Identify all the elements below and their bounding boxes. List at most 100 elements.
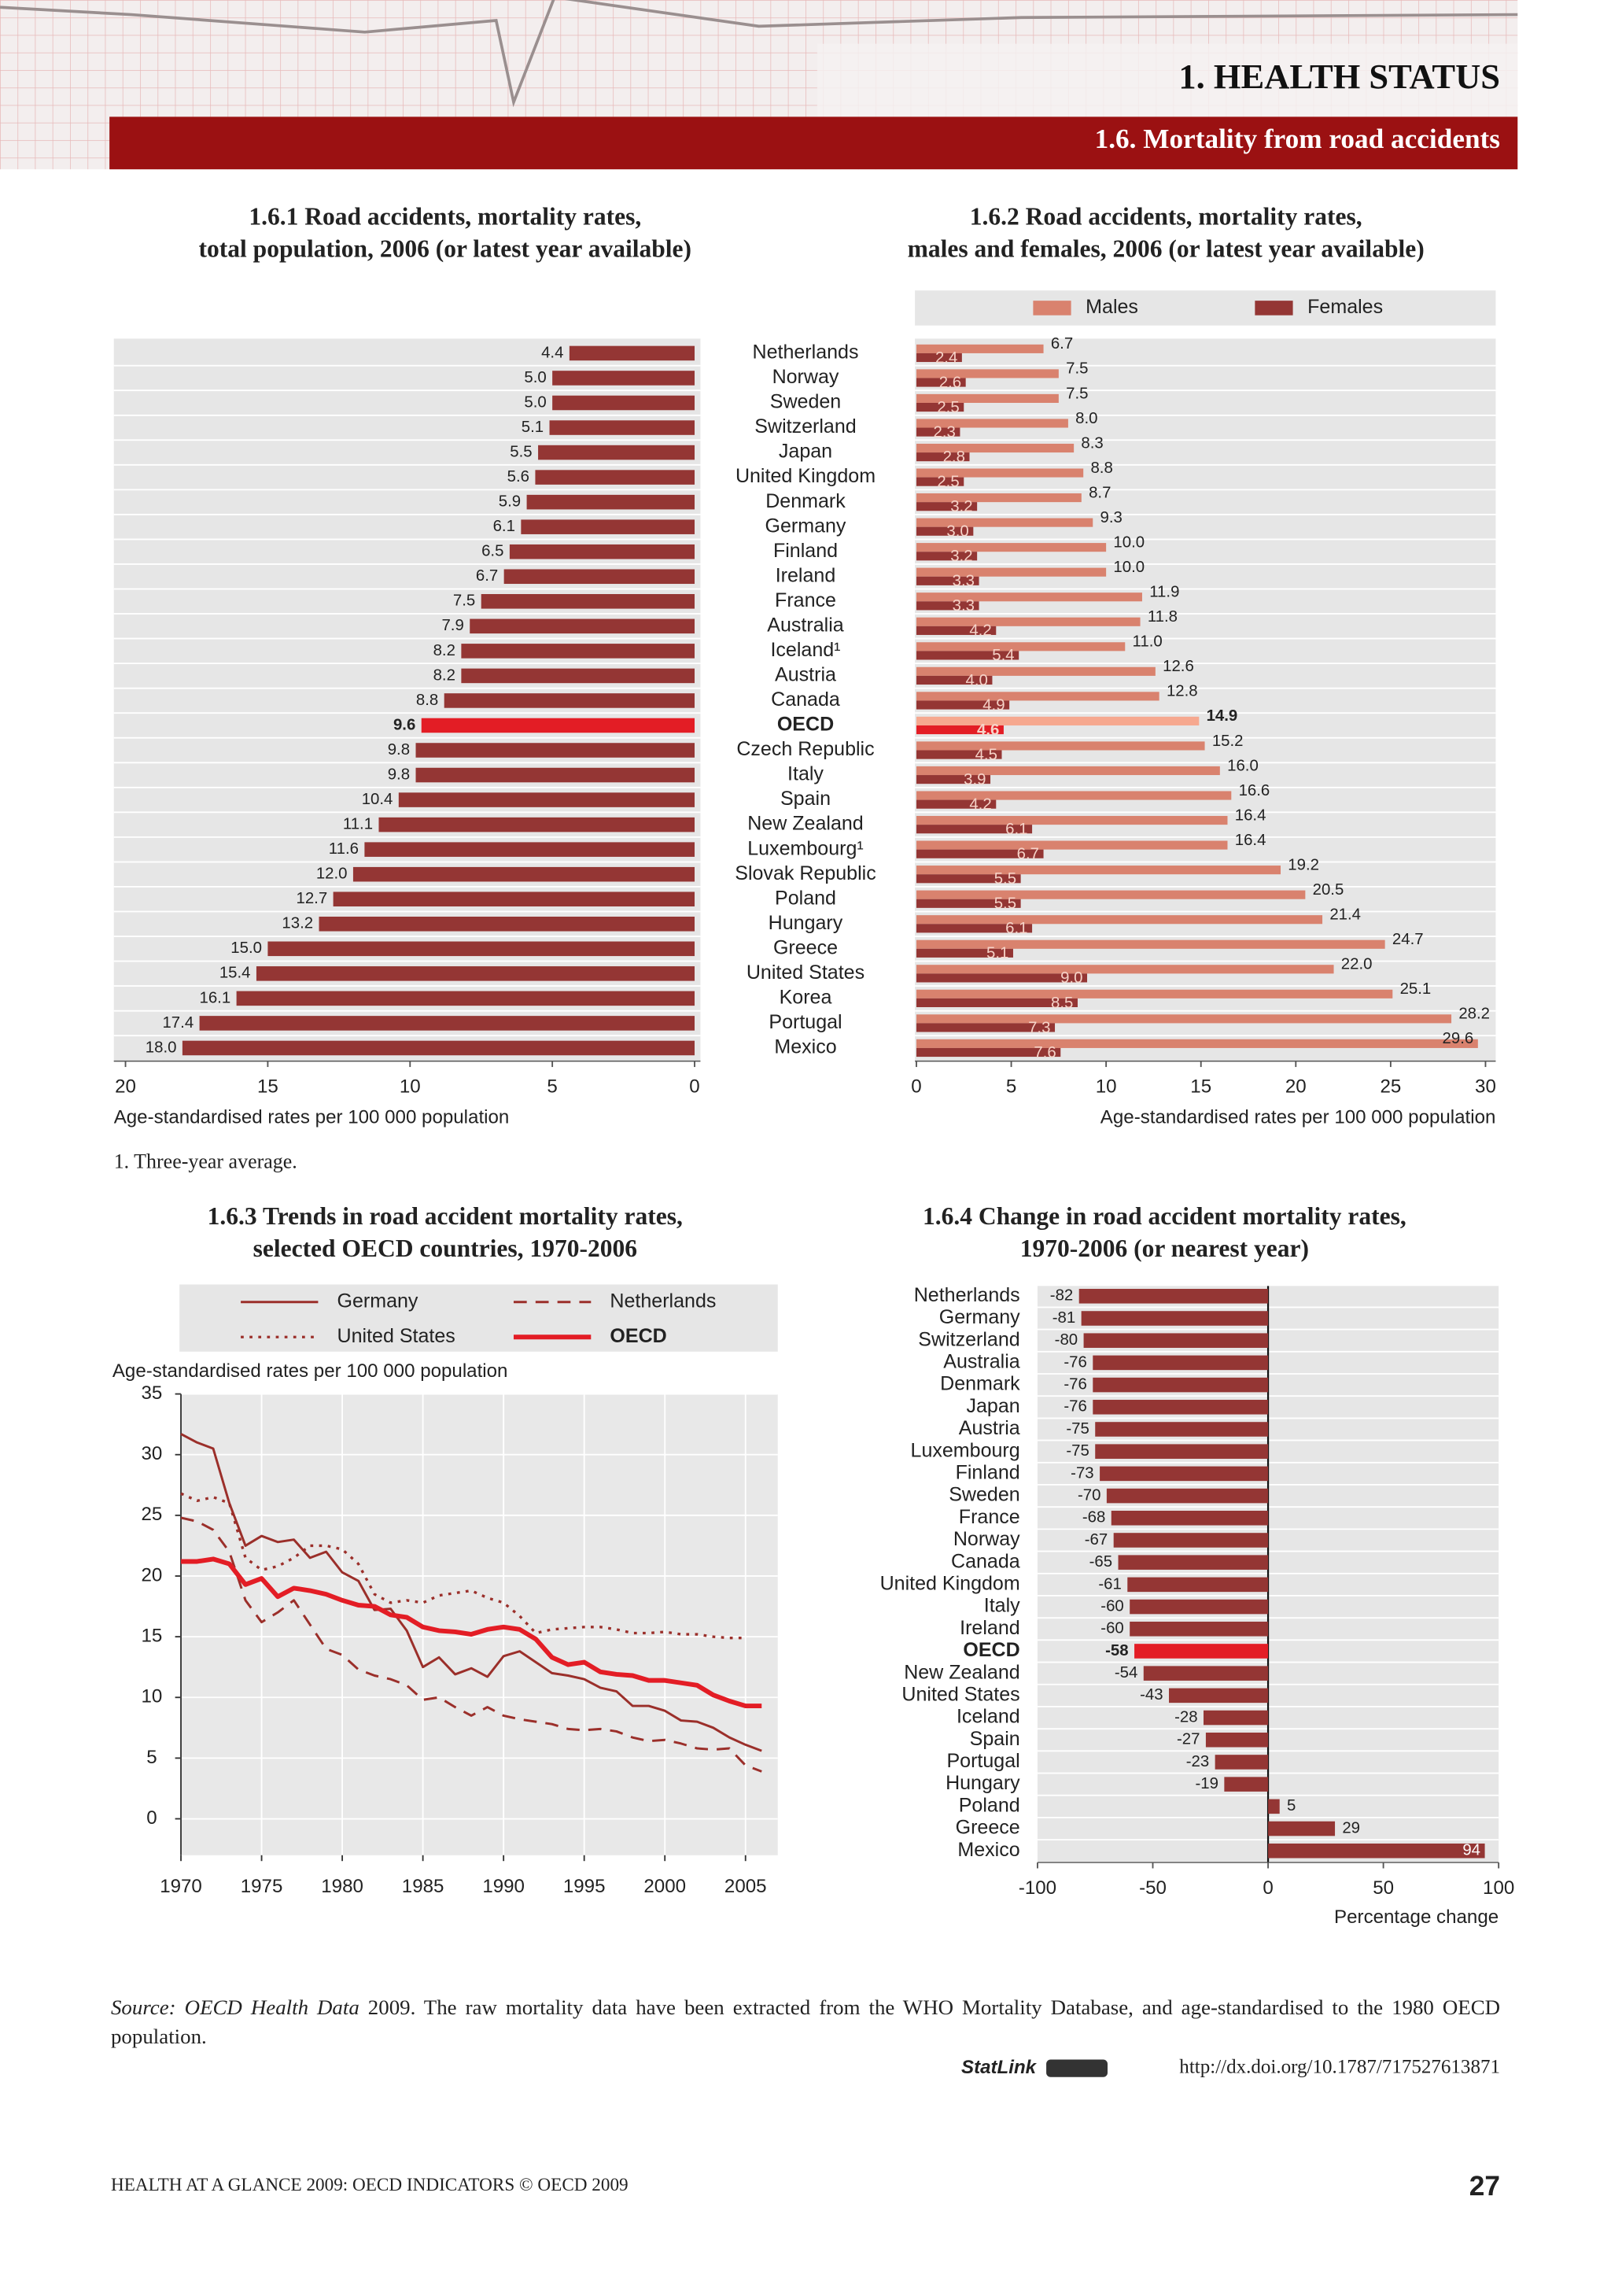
category-label: Australia xyxy=(943,1351,1019,1373)
bar xyxy=(1111,1510,1269,1526)
bar xyxy=(1203,1710,1269,1726)
category-label: Canada xyxy=(951,1550,1020,1572)
chart-title: selected OECD countries, 1970-2006 xyxy=(253,1235,637,1262)
value-label: 5.5 xyxy=(994,870,1016,888)
value-label: -27 xyxy=(1177,1731,1200,1748)
chart-title: 1.6.3 Trends in road accident mortality … xyxy=(208,1202,683,1230)
x-tick-label: 25 xyxy=(1380,1076,1401,1097)
category-label: Ireland xyxy=(776,564,836,586)
bar xyxy=(916,626,997,635)
category-label: Germany xyxy=(765,515,846,537)
legend-box xyxy=(179,1284,778,1352)
legend-label: Females xyxy=(1307,296,1383,318)
category-label: Netherlands xyxy=(753,341,859,364)
value-label: 6.1 xyxy=(1005,821,1027,838)
line-series xyxy=(181,1556,762,1709)
statlink-url[interactable]: http://dx.doi.org/10.1787/717527613871 xyxy=(1179,2056,1500,2077)
bar xyxy=(916,849,1044,858)
value-label: 5.6 xyxy=(507,468,529,485)
bar xyxy=(916,741,1205,751)
value-label: 3.9 xyxy=(964,771,986,788)
value-label: 16.0 xyxy=(1227,757,1259,774)
y-tick-label: 25 xyxy=(142,1504,163,1525)
category-label: Spain xyxy=(780,788,831,810)
bar xyxy=(1130,1599,1269,1615)
bar xyxy=(916,700,1010,710)
bar xyxy=(521,519,695,534)
value-label: 18.0 xyxy=(146,1039,177,1056)
value-label: 12.0 xyxy=(316,866,348,883)
bar xyxy=(916,791,1232,800)
value-label: 4.5 xyxy=(975,746,997,763)
value-label: -68 xyxy=(1082,1509,1105,1526)
bar xyxy=(538,445,695,460)
category-label: Mexico xyxy=(957,1839,1019,1861)
value-label: 10.4 xyxy=(362,791,393,808)
category-label: Sweden xyxy=(770,391,841,413)
chart-title: total population, 2006 (or latest year a… xyxy=(199,234,692,262)
bar xyxy=(1143,1666,1269,1681)
value-label: 6.7 xyxy=(1017,846,1039,863)
legend-label: United States xyxy=(337,1325,455,1347)
bar xyxy=(1100,1466,1269,1482)
category-label: Poland xyxy=(959,1794,1020,1816)
value-label: 7.5 xyxy=(453,592,475,610)
x-axis-label: Percentage change xyxy=(1334,1907,1499,1928)
value-label: 2.8 xyxy=(943,448,965,466)
value-label: -67 xyxy=(1085,1531,1108,1549)
bar xyxy=(916,666,1156,676)
statlink-icon xyxy=(1046,2059,1108,2077)
value-label: 2.3 xyxy=(934,423,956,441)
category-label: Germany xyxy=(939,1306,1020,1328)
category-label: Iceland xyxy=(957,1706,1020,1728)
bar xyxy=(535,470,695,485)
category-label: Switzerland xyxy=(918,1328,1019,1350)
value-label: 7.5 xyxy=(1066,385,1088,402)
value-label: 5.0 xyxy=(524,369,546,386)
bar xyxy=(916,526,974,536)
value-label: 94 xyxy=(1462,1842,1480,1859)
x-tick-label: -100 xyxy=(1019,1877,1056,1899)
value-label: -54 xyxy=(1115,1664,1137,1681)
bar xyxy=(916,948,1013,958)
x-tick-label: 1995 xyxy=(563,1876,606,1897)
bar xyxy=(256,966,695,981)
bar xyxy=(916,543,1107,552)
bar xyxy=(916,353,962,363)
category-label: Luxembourg xyxy=(911,1439,1020,1461)
category-label: Italy xyxy=(984,1595,1020,1617)
x-tick-label: 10 xyxy=(400,1076,421,1097)
bar xyxy=(916,716,1200,725)
bar xyxy=(415,743,695,758)
legend-label: OECD xyxy=(610,1325,666,1347)
category-label: Ireland xyxy=(960,1617,1020,1639)
value-label: -81 xyxy=(1052,1309,1075,1327)
value-label: -76 xyxy=(1064,1375,1086,1393)
category-label: Greece xyxy=(773,936,838,958)
value-label: 7.6 xyxy=(1034,1044,1056,1061)
x-tick-label: 15 xyxy=(1190,1076,1211,1097)
value-label: -73 xyxy=(1071,1464,1093,1482)
bar xyxy=(398,792,695,807)
bar xyxy=(1093,1355,1269,1371)
value-label: 7.9 xyxy=(441,617,463,634)
value-label: 15.4 xyxy=(219,965,251,982)
category-label: Netherlands xyxy=(914,1284,1020,1306)
category-label: New Zealand xyxy=(747,813,864,835)
value-label: 3.3 xyxy=(953,597,975,615)
value-label: 4.9 xyxy=(982,696,1005,714)
x-axis-label: Age-standardised rates per 100 000 popul… xyxy=(114,1106,510,1128)
value-label: -65 xyxy=(1089,1553,1112,1571)
bar xyxy=(916,567,1107,577)
value-label: 16.4 xyxy=(1235,807,1266,824)
category-label: Finland xyxy=(956,1461,1020,1483)
bar xyxy=(1083,1333,1269,1348)
category-label: Denmark xyxy=(940,1373,1020,1395)
bar xyxy=(916,477,964,486)
category-label: Italy xyxy=(787,763,824,785)
value-label: 11.8 xyxy=(1148,608,1178,626)
category-label: Japan xyxy=(779,441,832,463)
source-text: 2009. The raw mortality data have been e… xyxy=(110,1996,1501,2050)
header-panel xyxy=(817,43,1518,117)
